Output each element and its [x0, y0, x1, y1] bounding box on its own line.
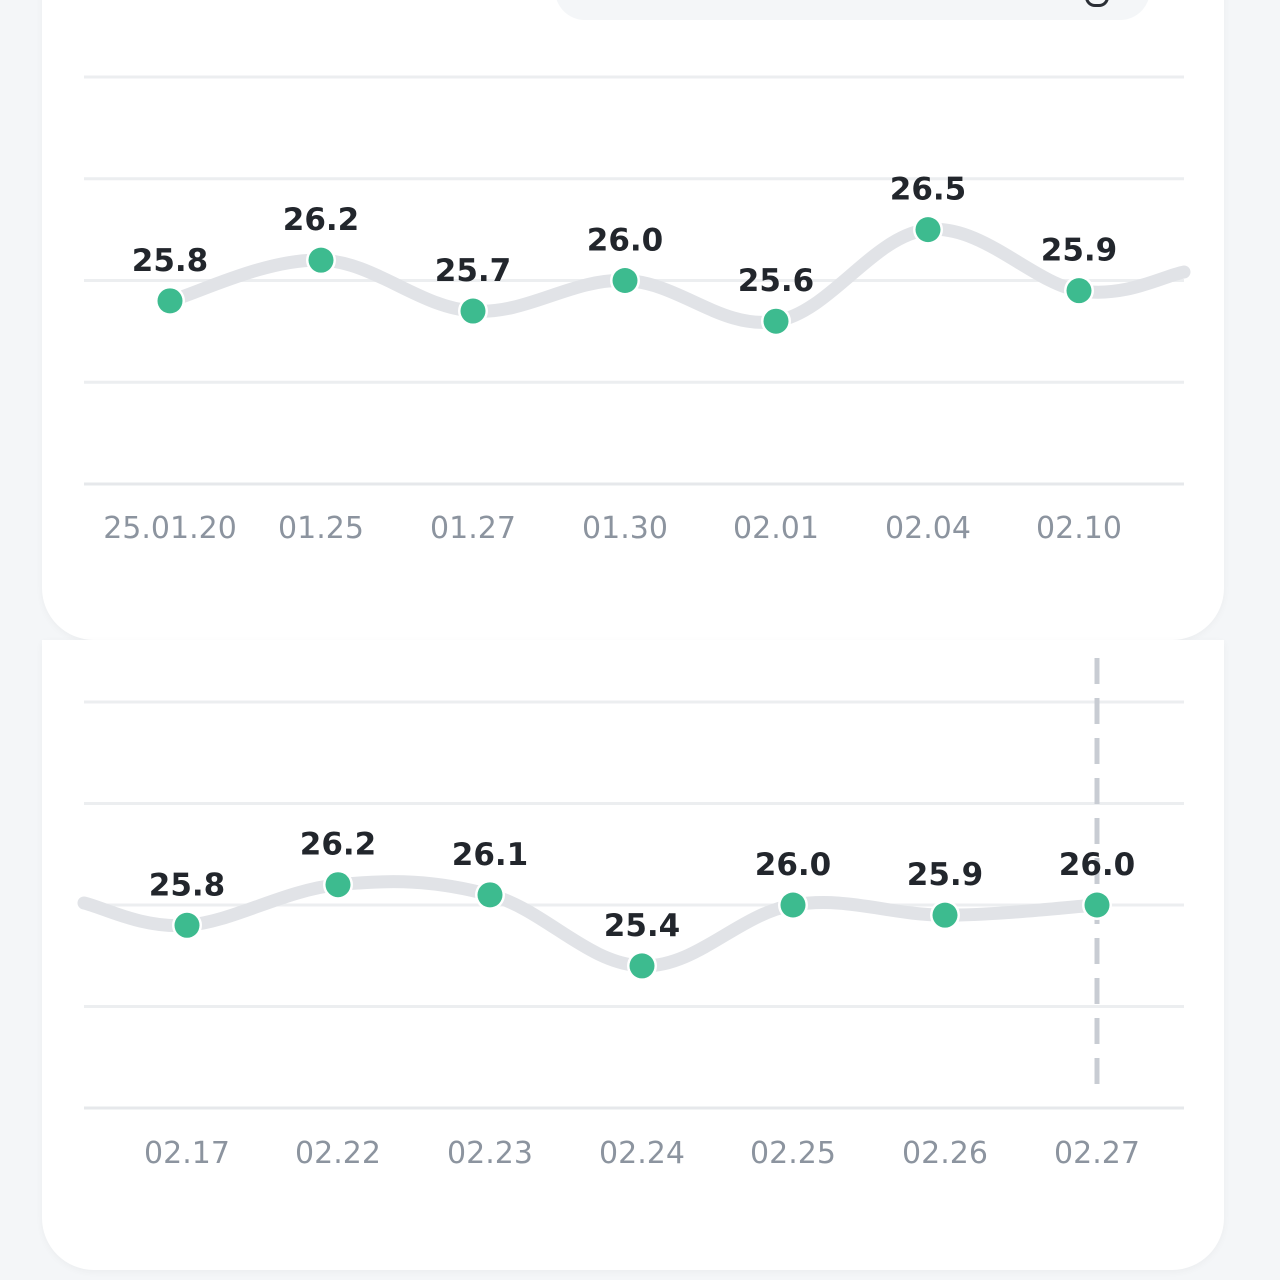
- data-label: 26.0: [1059, 847, 1136, 883]
- x-tick-label: 02.26: [902, 1136, 988, 1171]
- x-tick-label: 01.30: [582, 511, 668, 546]
- data-label: 26.1: [452, 837, 529, 873]
- data-point: [1066, 278, 1092, 304]
- data-label: 26.2: [283, 202, 360, 238]
- top-control-pill[interactable]: [555, 0, 1150, 20]
- chart-card-1: [42, 0, 1224, 640]
- x-tick-label: 02.24: [599, 1136, 685, 1171]
- x-tick-label: 25.01.20: [103, 511, 237, 546]
- data-point: [308, 247, 334, 273]
- x-tick-label: 02.22: [295, 1136, 381, 1171]
- data-label: 25.9: [907, 857, 984, 893]
- data-label: 26.5: [890, 172, 967, 208]
- x-tick-label: 02.23: [447, 1136, 533, 1171]
- data-label: 26.2: [300, 827, 377, 863]
- series-line: [77, 875, 1104, 973]
- x-tick-label: 02.01: [733, 511, 819, 546]
- data-point: [629, 953, 655, 979]
- data-point: [763, 308, 789, 334]
- data-label: 26.0: [587, 223, 664, 259]
- x-tick-label: 02.17: [144, 1136, 230, 1171]
- data-point: [915, 217, 941, 243]
- data-point: [780, 892, 806, 918]
- data-point: [325, 872, 351, 898]
- data-label: 25.8: [132, 243, 209, 279]
- data-point: [932, 902, 958, 928]
- x-tick-label: 02.27: [1054, 1136, 1140, 1171]
- data-point: [1084, 892, 1110, 918]
- series-line: [163, 222, 1191, 329]
- data-label: 25.6: [738, 263, 815, 299]
- data-label: 25.9: [1041, 233, 1118, 269]
- data-point: [477, 882, 503, 908]
- x-tick-label: 02.04: [885, 511, 971, 546]
- x-tick-label: 02.25: [750, 1136, 836, 1171]
- x-tick-label: 01.25: [278, 511, 364, 546]
- data-point: [174, 912, 200, 938]
- x-tick-label: 01.27: [430, 511, 516, 546]
- data-point: [612, 268, 638, 293]
- x-tick-label: 02.10: [1036, 511, 1122, 546]
- data-label: 26.0: [755, 847, 832, 883]
- data-point: [460, 298, 486, 324]
- data-label: 25.8: [149, 867, 226, 903]
- data-label: 25.4: [604, 908, 681, 944]
- data-point: [157, 288, 183, 314]
- data-label: 25.7: [435, 253, 512, 289]
